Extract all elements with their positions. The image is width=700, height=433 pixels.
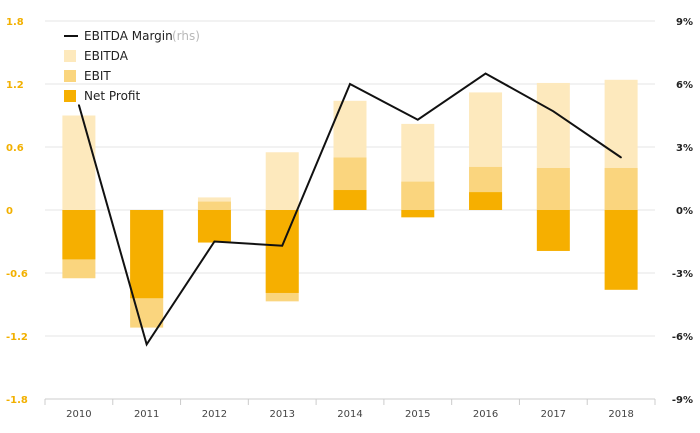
bar-net-profit-2018 (604, 210, 638, 290)
x-tick-label-2013: 2013 (269, 409, 294, 420)
y-tick-label: 0.6 (6, 143, 24, 154)
margin-line (77, 72, 622, 347)
legend-swatch-net-profit (64, 90, 76, 102)
y2-tick-label: -6% (672, 332, 693, 343)
axes: -1.8 -1.2 -0.6 0 0.6 1.2 1.8 -9% -6% -3% 0% 3% 6% 9% 2… (6, 17, 693, 420)
y2-tick-label: 3% (676, 143, 693, 154)
x-tick-label-2016: 2016 (473, 409, 498, 420)
point-ebitda-margin-2016 (484, 72, 487, 75)
legend-swatch-ebitda (64, 50, 76, 62)
y2-tick-label: 0% (676, 206, 693, 217)
legend-label-ebitda: EBITDA (84, 49, 129, 63)
x-tick-label-2018: 2018 (608, 409, 633, 420)
point-ebitda-margin-2013 (281, 244, 284, 247)
point-ebitda-margin-2017 (552, 110, 555, 113)
y2-tick-label: -9% (672, 395, 693, 406)
x-tick-label-2011: 2011 (134, 409, 159, 420)
x-tick-label-2012: 2012 (202, 409, 227, 420)
bar-net-profit-2014 (333, 190, 367, 210)
y2-tick-label: -3% (672, 269, 693, 280)
point-ebitda-margin-2010 (78, 104, 80, 106)
bar-ebitda-2010 (62, 115, 96, 210)
y-tick-label: 1.8 (6, 17, 24, 28)
bar-net-profit-2012 (197, 210, 231, 243)
legend-label-ebit: EBIT (84, 69, 111, 83)
legend: EBITDA Margin (rhs) EBITDA EBIT Net Prof… (64, 29, 200, 103)
point-ebitda-margin-2015 (416, 118, 419, 121)
legend-label-ebitda-margin: EBITDA Margin (84, 29, 173, 43)
bar-net-profit-2016 (469, 192, 503, 210)
y-tick-label: -0.6 (6, 269, 28, 280)
bar-net-profit-2017 (536, 210, 570, 251)
x-tick-label-2010: 2010 (66, 409, 91, 420)
point-ebitda-margin-2014 (349, 83, 351, 85)
point-ebitda-margin-2011 (145, 343, 148, 346)
legend-swatch-ebit (64, 70, 76, 82)
bar-net-profit-2011 (130, 210, 164, 299)
bar-net-profit-2013 (265, 210, 299, 293)
bar-net-profit-2015 (401, 210, 435, 218)
point-ebitda-margin-2012 (213, 240, 216, 243)
legend-label-net-profit: Net Profit (84, 89, 140, 103)
x-tick-label-2014: 2014 (337, 409, 362, 420)
bar-ebitda-2013 (265, 152, 299, 210)
x-tick-label-2015: 2015 (405, 409, 430, 420)
y-tick-label: 0 (6, 206, 13, 217)
y-tick-label: -1.2 (6, 332, 28, 343)
bar-ebit-2012 (197, 201, 231, 210)
bar-net-profit-2010 (62, 210, 96, 260)
y-tick-label: -1.8 (6, 395, 28, 406)
bar-ebit-2017 (536, 168, 570, 210)
bars (62, 79, 638, 328)
y2-tick-label: 9% (676, 17, 693, 28)
legend-label-rhs: (rhs) (172, 29, 200, 43)
bar-ebit-2015 (401, 181, 435, 210)
y-tick-label: 1.2 (6, 80, 24, 91)
x-tick-label-2017: 2017 (541, 409, 566, 420)
y2-tick-label: 6% (676, 80, 693, 91)
point-ebitda-margin-2018 (620, 156, 622, 159)
bar-ebit-2018 (604, 168, 638, 210)
